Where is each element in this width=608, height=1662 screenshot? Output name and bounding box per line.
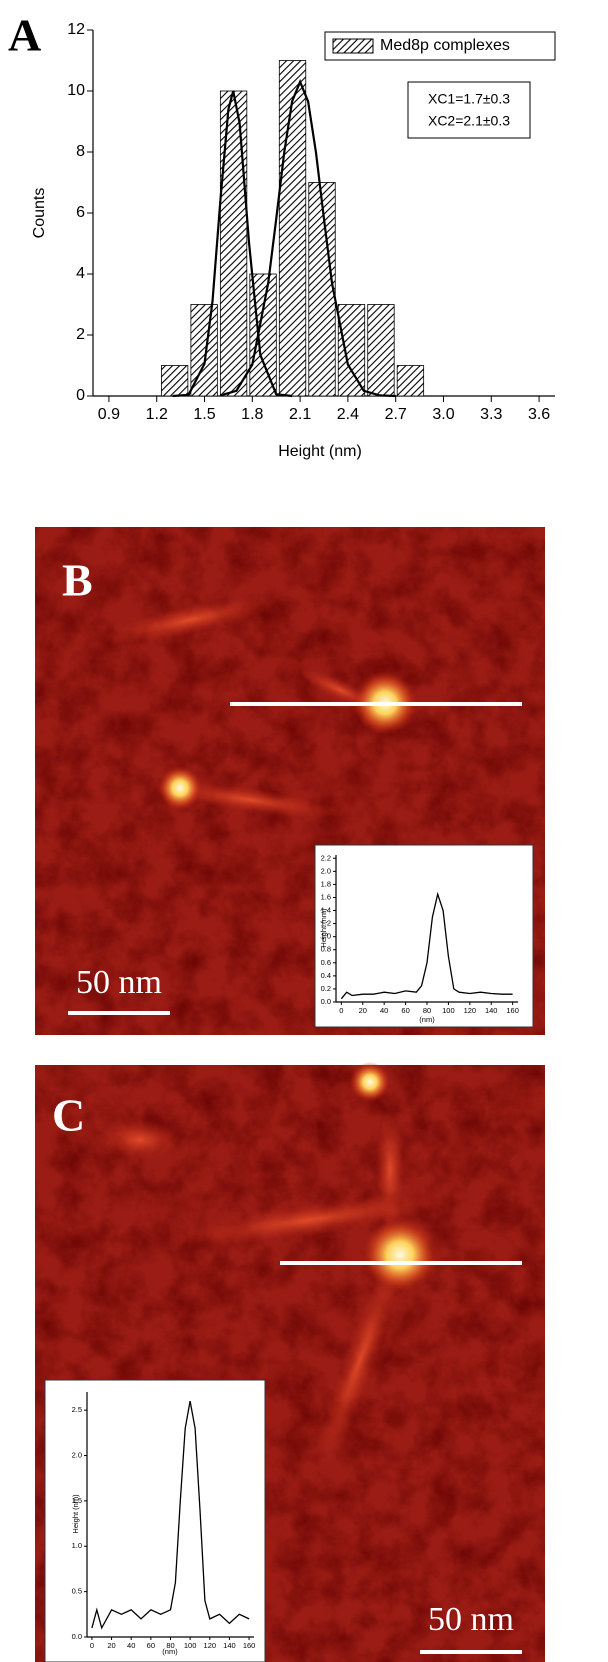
- x-tick-label: 1.8: [241, 406, 263, 423]
- x-tick-label: 140: [223, 1641, 236, 1650]
- x-tick-label: 140: [485, 1006, 498, 1015]
- y-tick-label: 6: [76, 204, 85, 221]
- y-tick-label: 0.4: [321, 971, 331, 980]
- x-axis-label: (nm): [419, 1015, 435, 1024]
- x-axis-label: (nm): [162, 1647, 178, 1656]
- y-tick-label: 0.6: [321, 958, 331, 967]
- y-tick-label: 0.2: [321, 984, 331, 993]
- x-tick-label: 1.5: [193, 406, 215, 423]
- x-tick-label: 2.7: [385, 406, 407, 423]
- y-tick-label: 0.0: [72, 1632, 82, 1641]
- y-axis-label: Height (nm): [71, 1494, 80, 1534]
- y-axis-label: Counts: [31, 188, 48, 239]
- x-tick-label: 160: [506, 1006, 519, 1015]
- y-tick-label: 0.5: [72, 1587, 82, 1596]
- x-tick-label: 40: [127, 1641, 135, 1650]
- histogram-bar: [161, 366, 187, 397]
- annotation: XC1=1.7±0.3: [428, 91, 510, 107]
- x-tick-label: 40: [380, 1006, 388, 1015]
- x-tick-label: 0.9: [98, 406, 120, 423]
- x-tick-label: 3.0: [432, 406, 454, 423]
- scale-bar-label: 50 nm: [428, 1601, 514, 1638]
- afm-image-c: [35, 1062, 545, 1662]
- x-tick-label: 0: [339, 1006, 343, 1015]
- panel-label: C: [52, 1090, 85, 1141]
- y-tick-label: 10: [67, 82, 85, 99]
- x-tick-label: 0: [90, 1641, 94, 1650]
- y-tick-label: 2.2: [321, 853, 331, 862]
- annotation: XC2=2.1±0.3: [428, 113, 510, 129]
- figure: 0.9 1.2 1.5 1.8 2.1 2.4 2.7 3.0 3.3 3.6 0 2 4 6 8 10 12 H…: [0, 0, 608, 1662]
- x-tick-label: 2.4: [337, 406, 359, 423]
- legend-label: Med8p complexes: [380, 37, 510, 54]
- y-axis-label: Height (nm): [319, 908, 328, 948]
- x-tick-label: 80: [423, 1006, 431, 1015]
- y-tick-label: 1.8: [321, 879, 331, 888]
- histogram-bar: [309, 183, 335, 397]
- y-tick-label: 1.0: [72, 1541, 82, 1550]
- y-tick-label: 2.0: [72, 1451, 82, 1460]
- x-tick-label: 160: [243, 1641, 256, 1650]
- histogram-bar: [397, 366, 423, 397]
- x-tick-label: 100: [184, 1641, 197, 1650]
- histogram-bar: [368, 305, 394, 397]
- x-tick-label: 120: [464, 1006, 477, 1015]
- y-tick-label: 0: [76, 387, 85, 404]
- afm-image-b: [35, 527, 545, 1035]
- x-tick-label: 20: [107, 1641, 115, 1650]
- y-tick-label: 12: [67, 21, 85, 38]
- y-tick-label: 8: [76, 143, 85, 160]
- y-tick-label: 2.0: [321, 866, 331, 875]
- y-tick-label: 0.0: [321, 997, 331, 1006]
- x-axis-label: Height (nm): [278, 443, 362, 460]
- y-tick-label: 4: [76, 265, 85, 282]
- histogram-bar: [279, 61, 305, 397]
- x-tick-label: 20: [359, 1006, 367, 1015]
- x-tick-label: 60: [147, 1641, 155, 1650]
- legend-swatch: [333, 39, 373, 53]
- y-tick-label: 1.6: [321, 892, 331, 901]
- x-tick-label: 3.6: [528, 406, 550, 423]
- x-tick-label: 3.3: [480, 406, 502, 423]
- histogram-bar: [338, 305, 364, 397]
- x-tick-label: 1.2: [146, 406, 168, 423]
- x-tick-label: 2.1: [289, 406, 311, 423]
- x-tick-label: 60: [401, 1006, 409, 1015]
- panel-label: A: [8, 10, 41, 61]
- x-tick-label: 120: [204, 1641, 217, 1650]
- y-tick-label: 2: [76, 326, 85, 343]
- histogram-bar: [220, 91, 246, 396]
- x-tick-label: 100: [442, 1006, 455, 1015]
- y-tick-label: 2.5: [72, 1405, 82, 1414]
- panel-label: B: [62, 555, 93, 606]
- scale-bar-label: 50 nm: [76, 964, 162, 1001]
